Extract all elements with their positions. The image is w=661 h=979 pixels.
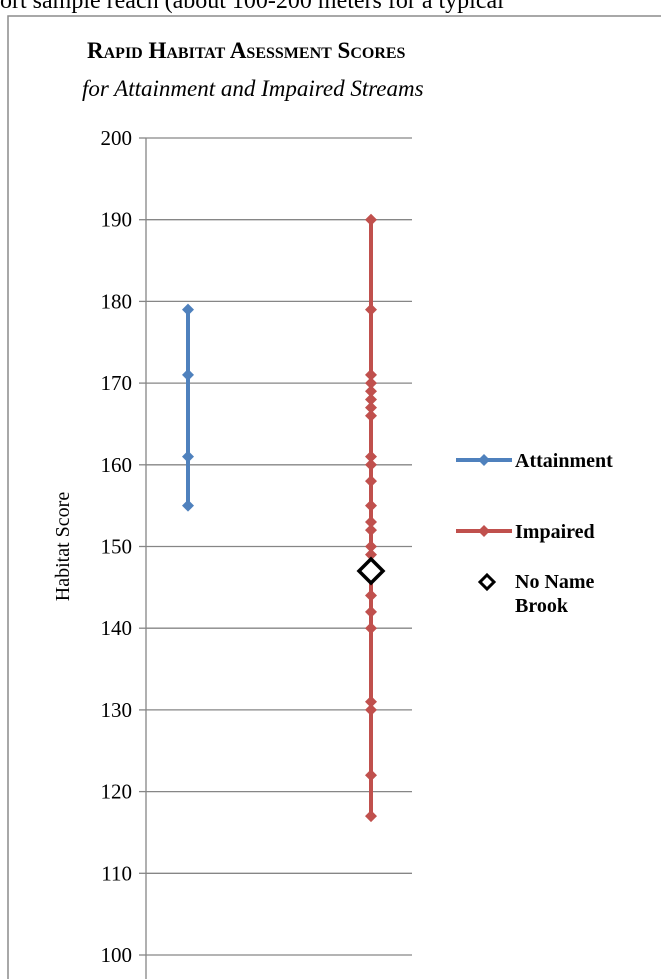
impaired-point xyxy=(365,622,377,635)
y-tick-label: 150 xyxy=(101,535,133,559)
legend-no-name-brook-marker xyxy=(477,572,497,592)
y-tick-label: 160 xyxy=(101,453,133,477)
chart-border xyxy=(7,15,661,979)
impaired-point xyxy=(365,409,377,422)
y-tick-label: 140 xyxy=(101,616,133,640)
legend-attainment-label: Attainment xyxy=(515,450,613,472)
y-tick-label: 100 xyxy=(101,943,133,967)
impaired-point xyxy=(365,450,377,463)
impaired-point xyxy=(365,368,377,381)
chart-subtitle: for Attainment and Impaired Streams xyxy=(82,76,424,101)
y-tick-label: 180 xyxy=(101,289,133,313)
impaired-point xyxy=(365,524,377,537)
data-series xyxy=(182,213,386,823)
attainment-point xyxy=(182,450,194,463)
legend-attainment-marker xyxy=(478,454,490,466)
impaired-point xyxy=(365,703,377,716)
impaired-point xyxy=(365,393,377,406)
impaired-point xyxy=(365,385,377,398)
y-tick-label: 110 xyxy=(101,861,132,885)
impaired-point xyxy=(365,769,377,782)
y-axis: 100 110 120 130 140 150 160 170 180 190 200 Habitat… xyxy=(52,126,147,979)
impaired-point xyxy=(365,458,377,471)
legend-no-name-brook-label: No Name Brook xyxy=(515,571,595,617)
legend-impaired-marker xyxy=(478,525,490,537)
impaired-point xyxy=(365,810,377,823)
impaired-point xyxy=(365,515,377,528)
impaired-point xyxy=(365,213,377,226)
impaired-point xyxy=(365,605,377,618)
chart-title-group: Rapid Habitat Asessment Scores for Attain… xyxy=(82,38,424,101)
impaired-point xyxy=(365,548,377,561)
impaired-point xyxy=(365,540,377,553)
attainment-point xyxy=(182,303,194,316)
y-tick-label: 170 xyxy=(101,371,133,395)
chart-title: Rapid Habitat Asessment Scores xyxy=(87,38,406,63)
y-tick-label: 120 xyxy=(101,780,133,804)
impaired-point xyxy=(365,589,377,602)
impaired-point xyxy=(365,377,377,390)
impaired-point xyxy=(365,499,377,512)
impaired-point xyxy=(365,303,377,316)
impaired-point xyxy=(365,401,377,414)
no-name-brook-point xyxy=(356,556,386,586)
y-tick-label: 130 xyxy=(101,698,133,722)
impaired-point xyxy=(365,695,377,708)
y-axis-label: Habitat Score xyxy=(52,492,74,602)
attainment-point xyxy=(182,368,194,381)
document-text-above-chart: ort sample reach (about 100-200 meters f… xyxy=(0,0,504,14)
y-tick-label: 200 xyxy=(101,126,133,150)
y-tick-label: 190 xyxy=(101,208,133,232)
attainment-point xyxy=(182,499,194,512)
legend-impaired-label: Impaired xyxy=(515,521,595,543)
impaired-point xyxy=(365,475,377,488)
legend: Attainment Impaired No Name Brook xyxy=(456,450,613,617)
